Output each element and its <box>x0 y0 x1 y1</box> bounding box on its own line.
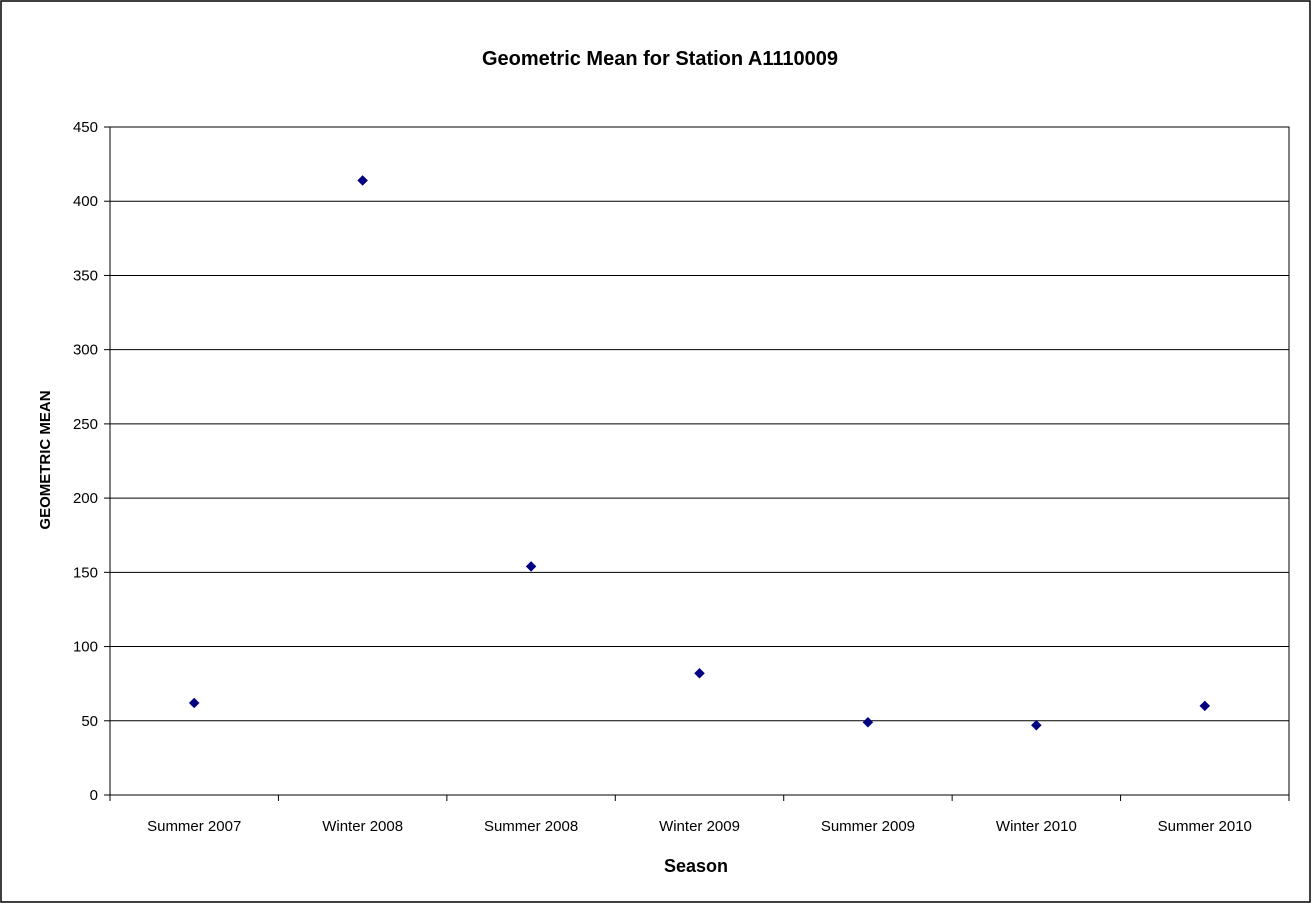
x-tick-label: Summer 2007 <box>147 818 241 835</box>
y-tick-label: 0 <box>90 787 98 804</box>
y-tick-label: 50 <box>81 713 98 730</box>
y-tick-label: 100 <box>73 639 98 656</box>
x-tick-label: Winter 2010 <box>996 818 1077 835</box>
y-axis-title: GEOMETRIC MEAN <box>37 390 54 529</box>
data-point <box>1199 700 1211 712</box>
y-tick-label: 300 <box>73 342 98 359</box>
plot-area: 0 50 100 150 200 250 300 350 400 450 Summer 2007 Wi… <box>73 119 1290 835</box>
y-tick-label: 150 <box>73 564 98 581</box>
y-tick-label: 400 <box>73 193 98 210</box>
y-tick-label: 200 <box>73 490 98 507</box>
y-tick-label: 350 <box>73 267 98 284</box>
y-tick-label: 250 <box>73 416 98 433</box>
chart-title: Geometric Mean for Station A1110009 <box>482 48 838 70</box>
x-axis-title: Season <box>664 856 728 876</box>
data-point <box>694 667 705 679</box>
x-tick-label: Summer 2010 <box>1158 818 1252 835</box>
data-point <box>357 175 368 186</box>
data-point <box>188 697 200 709</box>
data-point <box>862 716 874 728</box>
data-point <box>1031 719 1042 731</box>
x-tick-label: Winter 2009 <box>659 818 740 835</box>
y-tick-label: 450 <box>73 119 98 136</box>
x-tick-label: Summer 2009 <box>821 818 915 835</box>
x-tick-label: Winter 2008 <box>322 818 403 835</box>
data-point <box>525 561 537 572</box>
x-tick-label: Summer 2008 <box>484 818 578 835</box>
